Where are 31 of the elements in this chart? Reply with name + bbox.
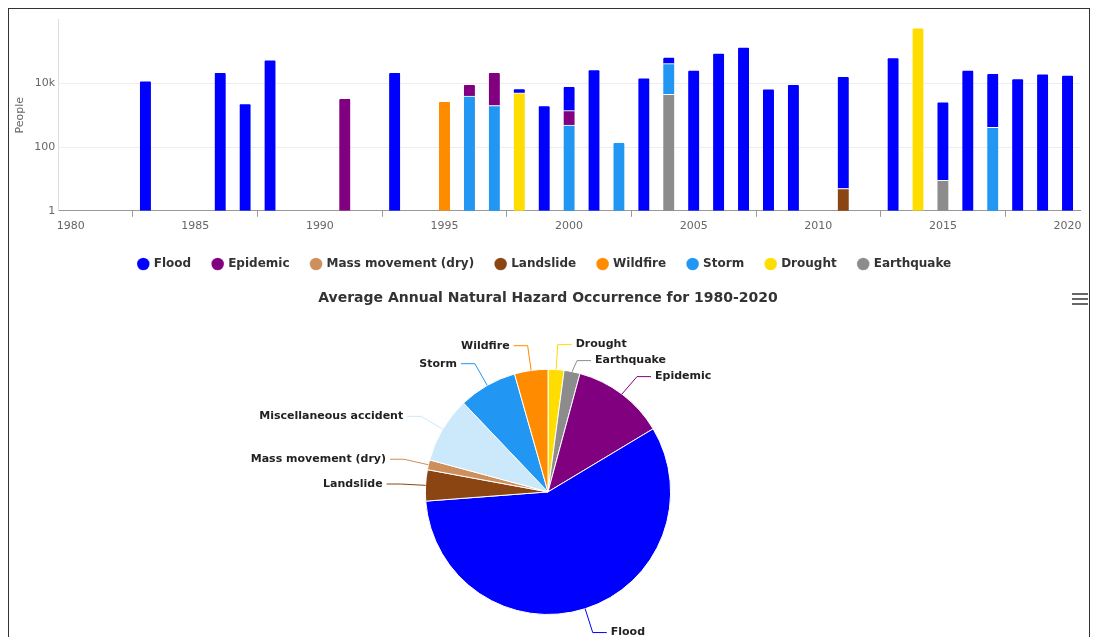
x-tick-label: 1980: [56, 219, 85, 233]
x-tick-label: 2010: [804, 219, 833, 233]
slice-label: Flood: [610, 625, 646, 637]
legend-label: Landslide: [511, 256, 577, 271]
legend-label: Wildfire: [613, 256, 667, 271]
chart-title: Average Annual Natural Hazard Occurrence for 1980-2020: [318, 289, 779, 306]
x-tick-label: 2005: [679, 219, 708, 233]
slice-label: Drought: [575, 337, 627, 351]
y-tick-label: 10k: [34, 76, 56, 90]
slice-label: Landslide: [323, 476, 383, 490]
y-axis-title: People: [13, 96, 27, 134]
y-tick-label: 1: [48, 203, 56, 217]
slice-label: Storm: [419, 356, 457, 370]
legend-label: Drought: [781, 256, 837, 271]
legend-label: Epidemic: [228, 256, 290, 271]
slice-label: Epidemic: [654, 369, 712, 383]
x-tick-label: 1990: [305, 219, 334, 233]
slice-label: Miscellaneous accident: [259, 409, 404, 423]
x-tick-label: 2020: [1053, 219, 1082, 233]
y-tick-label: 100: [34, 139, 56, 153]
legend-label: Storm: [703, 256, 745, 271]
legend-label: Flood: [153, 256, 192, 271]
slice-label: Mass movement (dry): [250, 452, 387, 466]
slice-label: Earthquake: [595, 353, 667, 367]
x-tick-label: 2000: [555, 219, 584, 233]
x-tick-label: 1985: [181, 219, 210, 233]
legend-label: Earthquake: [873, 256, 952, 271]
legend-label: Mass movement (dry): [326, 256, 475, 271]
slice-label: Wildfire: [461, 338, 510, 352]
x-tick-label: 2015: [928, 219, 957, 233]
x-tick-label: 1995: [430, 219, 459, 233]
